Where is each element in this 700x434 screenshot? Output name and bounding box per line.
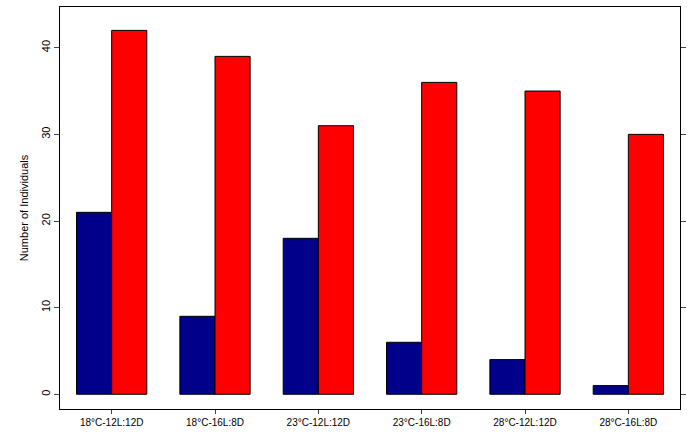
svg-text:30: 30: [40, 127, 52, 139]
svg-text:18°C-16L:8D: 18°C-16L:8D: [186, 417, 244, 428]
svg-text:28°C-12L:12D: 28°C-12L:12D: [493, 417, 556, 428]
svg-text:23°C-16L:8D: 23°C-16L:8D: [393, 417, 451, 428]
svg-text:28°C-16L:8D: 28°C-16L:8D: [599, 417, 657, 428]
svg-text:40: 40: [40, 40, 52, 52]
svg-text:20: 20: [40, 213, 52, 225]
svg-text:Number of Individuals: Number of Individuals: [18, 154, 30, 261]
svg-text:10: 10: [40, 300, 52, 312]
svg-text:0: 0: [40, 390, 52, 396]
svg-text:18°C-12L:12D: 18°C-12L:12D: [80, 417, 143, 428]
svg-text:23°C-12L:12D: 23°C-12L:12D: [287, 417, 350, 428]
